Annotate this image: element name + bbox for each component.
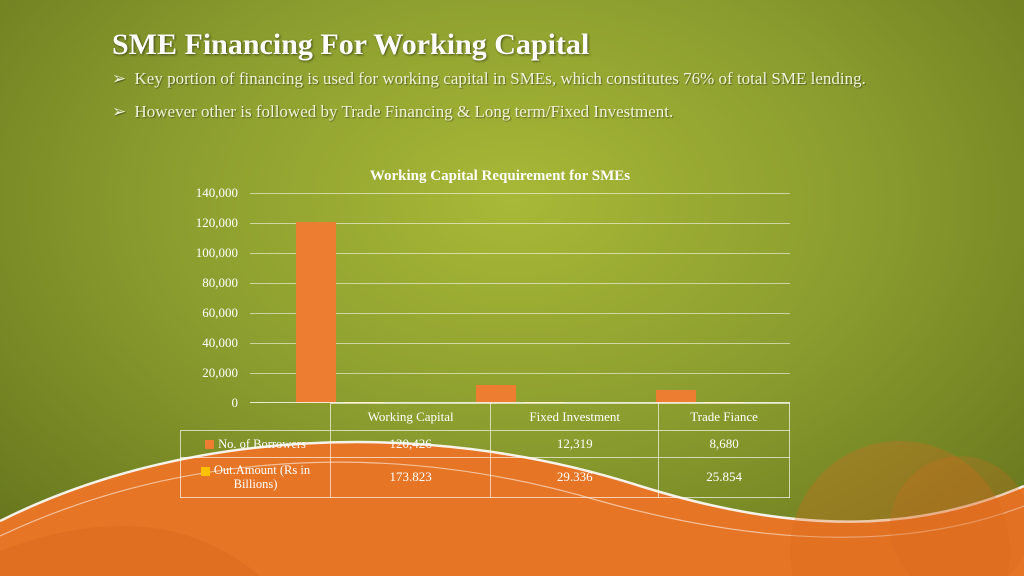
legend-swatch-1 <box>201 467 210 476</box>
chart-title: Working Capital Requirement for SMEs <box>180 168 820 185</box>
cell: 173.823 <box>331 458 491 498</box>
table-row: No. of Borrowers 120,426 12,319 8,680 <box>181 431 790 458</box>
y-tick-label: 0 <box>232 395 239 411</box>
bar <box>476 385 516 403</box>
table-header-row: Working Capital Fixed Investment Trade F… <box>181 404 790 431</box>
y-tick-label: 80,000 <box>202 275 238 291</box>
bullet-2: ➢ However other is followed by Trade Fin… <box>112 101 912 124</box>
series-0-name: No. of Borrowers <box>218 437 306 451</box>
bullet-1-text: Key portion of financing is used for wor… <box>135 69 866 88</box>
y-tick-label: 140,000 <box>196 185 238 201</box>
chart: Working Capital Requirement for SMEs 020… <box>180 168 820 498</box>
cell: 12,319 <box>491 431 659 458</box>
col-header: Working Capital <box>331 404 491 431</box>
slide: SME Financing For Working Capital ➢ Key … <box>0 0 1024 576</box>
cell: 8,680 <box>659 431 790 458</box>
page-title: SME Financing For Working Capital <box>112 28 912 62</box>
col-header: Fixed Investment <box>491 404 659 431</box>
bar <box>296 222 336 403</box>
cell: 120,426 <box>331 431 491 458</box>
data-table: Working Capital Fixed Investment Trade F… <box>180 403 790 498</box>
y-tick-label: 120,000 <box>196 215 238 231</box>
y-axis: 020,00040,00060,00080,000100,000120,0001… <box>180 193 244 403</box>
row-header: Out.Amount (Rs in Billions) <box>181 458 331 498</box>
y-tick-label: 20,000 <box>202 365 238 381</box>
cell: 29.336 <box>491 458 659 498</box>
x-axis-line <box>250 402 790 403</box>
bullet-icon: ➢ <box>112 69 126 88</box>
y-tick-label: 100,000 <box>196 245 238 261</box>
col-header: Trade Fiance <box>659 404 790 431</box>
y-tick-label: 60,000 <box>202 305 238 321</box>
bullet-icon: ➢ <box>112 102 126 121</box>
bullet-1: ➢ Key portion of financing is used for w… <box>112 68 912 91</box>
row-header: No. of Borrowers <box>181 431 331 458</box>
series-1-name: Out.Amount (Rs in Billions) <box>214 463 310 491</box>
y-tick-label: 40,000 <box>202 335 238 351</box>
legend-swatch-0 <box>205 440 214 449</box>
table-row: Out.Amount (Rs in Billions) 173.823 29.3… <box>181 458 790 498</box>
content-block: SME Financing For Working Capital ➢ Key … <box>112 28 912 134</box>
category-group <box>610 193 790 403</box>
bullet-2-text: However other is followed by Trade Finan… <box>135 102 674 121</box>
category-group <box>430 193 610 403</box>
chart-plot: 020,00040,00060,00080,000100,000120,0001… <box>250 193 790 403</box>
plot-area <box>250 193 790 403</box>
cell: 25.854 <box>659 458 790 498</box>
category-group <box>250 193 430 403</box>
table-corner <box>181 404 331 431</box>
